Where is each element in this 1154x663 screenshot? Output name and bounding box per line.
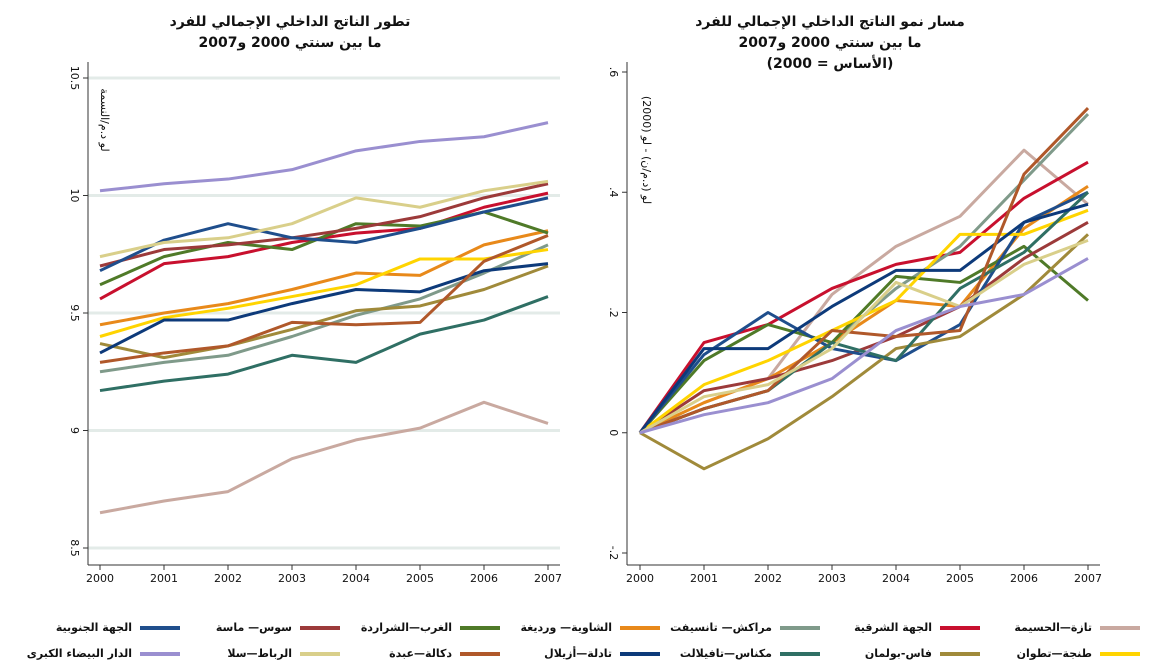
series-line: [99, 234, 549, 364]
series-line: [639, 257, 1089, 435]
y-tick-label: .2: [607, 307, 620, 318]
series-line: [99, 229, 549, 327]
series-line: [639, 221, 1089, 435]
series-line: [638, 160, 1089, 434]
series-line: [99, 400, 549, 515]
series-line: [99, 262, 549, 355]
series-line: [638, 244, 1089, 434]
legend-label: الدار البيضاء الكبرى: [27, 647, 132, 660]
chart-title: (الأساس = 2000): [767, 55, 894, 72]
legend-label: فاس-بولمان: [865, 647, 932, 660]
chart-title: تطور الناتج الداخلي الإجمالي للفرد: [170, 14, 411, 30]
legend-label: مراكش— تانسيفت: [670, 621, 772, 634]
y-tick-label: 9.5: [68, 304, 81, 322]
x-tick-label: 2004: [342, 572, 370, 585]
y-tick-label: .6: [607, 67, 620, 78]
series-line: [99, 182, 549, 268]
y-tick-label: 10.5: [68, 66, 81, 91]
series-line: [639, 233, 1090, 471]
x-tick-label: 2007: [534, 572, 562, 585]
series-line: [99, 264, 549, 360]
x-tick-label: 2000: [86, 572, 114, 585]
legend-label: الغرب—الشراردة: [361, 621, 452, 634]
legend-label: دكالة—عبدة: [389, 647, 452, 660]
legend-label: الشاوية— ورديغة: [520, 621, 612, 634]
x-tick-label: 2001: [690, 572, 718, 585]
x-tick-label: 2001: [150, 572, 178, 585]
legend-label: طنجة—تطوان: [1017, 647, 1092, 660]
series-line: [639, 107, 1090, 435]
x-tick-label: 2006: [470, 572, 498, 585]
y-tick-label: 8.5: [68, 539, 81, 557]
x-tick-label: 2002: [214, 572, 242, 585]
legend-label: تادلة—أزيلال: [544, 646, 612, 660]
x-tick-label: 2005: [406, 572, 434, 585]
y-tick-label: -.2: [607, 546, 620, 560]
series-line: [99, 248, 549, 338]
series-line: [99, 243, 549, 374]
y-tick-label: .4: [607, 187, 620, 198]
x-tick-label: 2004: [882, 572, 910, 585]
series-line: [638, 202, 1089, 434]
x-tick-label: 2006: [1010, 572, 1038, 585]
series-line: [99, 179, 549, 259]
series-line: [99, 196, 549, 273]
y-tick-label: 0: [607, 429, 620, 436]
legend-label: الجهة الجنوبية: [56, 621, 132, 634]
series-line: [99, 121, 549, 193]
x-tick-label: 2003: [818, 572, 846, 585]
legend-label: مكناس—تافيلالت: [680, 647, 772, 660]
y-axis-label: لو (د.م/ن) - لو (2000): [640, 96, 653, 204]
y-tick-label: 9: [68, 427, 81, 434]
y-axis-label: لو د.م/النسمة: [98, 88, 111, 151]
legend-label: سوس— ماسة: [216, 621, 292, 634]
legend-label: الجهة الشرقية: [854, 621, 932, 634]
y-tick-label: 10: [68, 189, 81, 203]
x-tick-label: 2002: [754, 572, 782, 585]
chart-title: ما بين سنتي 2000 و2007: [199, 35, 382, 51]
x-tick-label: 2000: [626, 572, 654, 585]
x-tick-label: 2003: [278, 572, 306, 585]
chart-title: ما بين سنتي 2000 و2007: [739, 35, 922, 51]
legend-label: الرباط—سلا: [227, 647, 292, 660]
legend-label: تازة—الحسيمة: [1014, 621, 1092, 634]
series-line: [99, 295, 549, 393]
chart-title: مسار نمو الناتج الداخلي الإجمالي للفرد: [695, 14, 965, 30]
x-tick-label: 2005: [946, 572, 974, 585]
x-tick-label: 2007: [1074, 572, 1102, 585]
series-line: [639, 238, 1089, 435]
